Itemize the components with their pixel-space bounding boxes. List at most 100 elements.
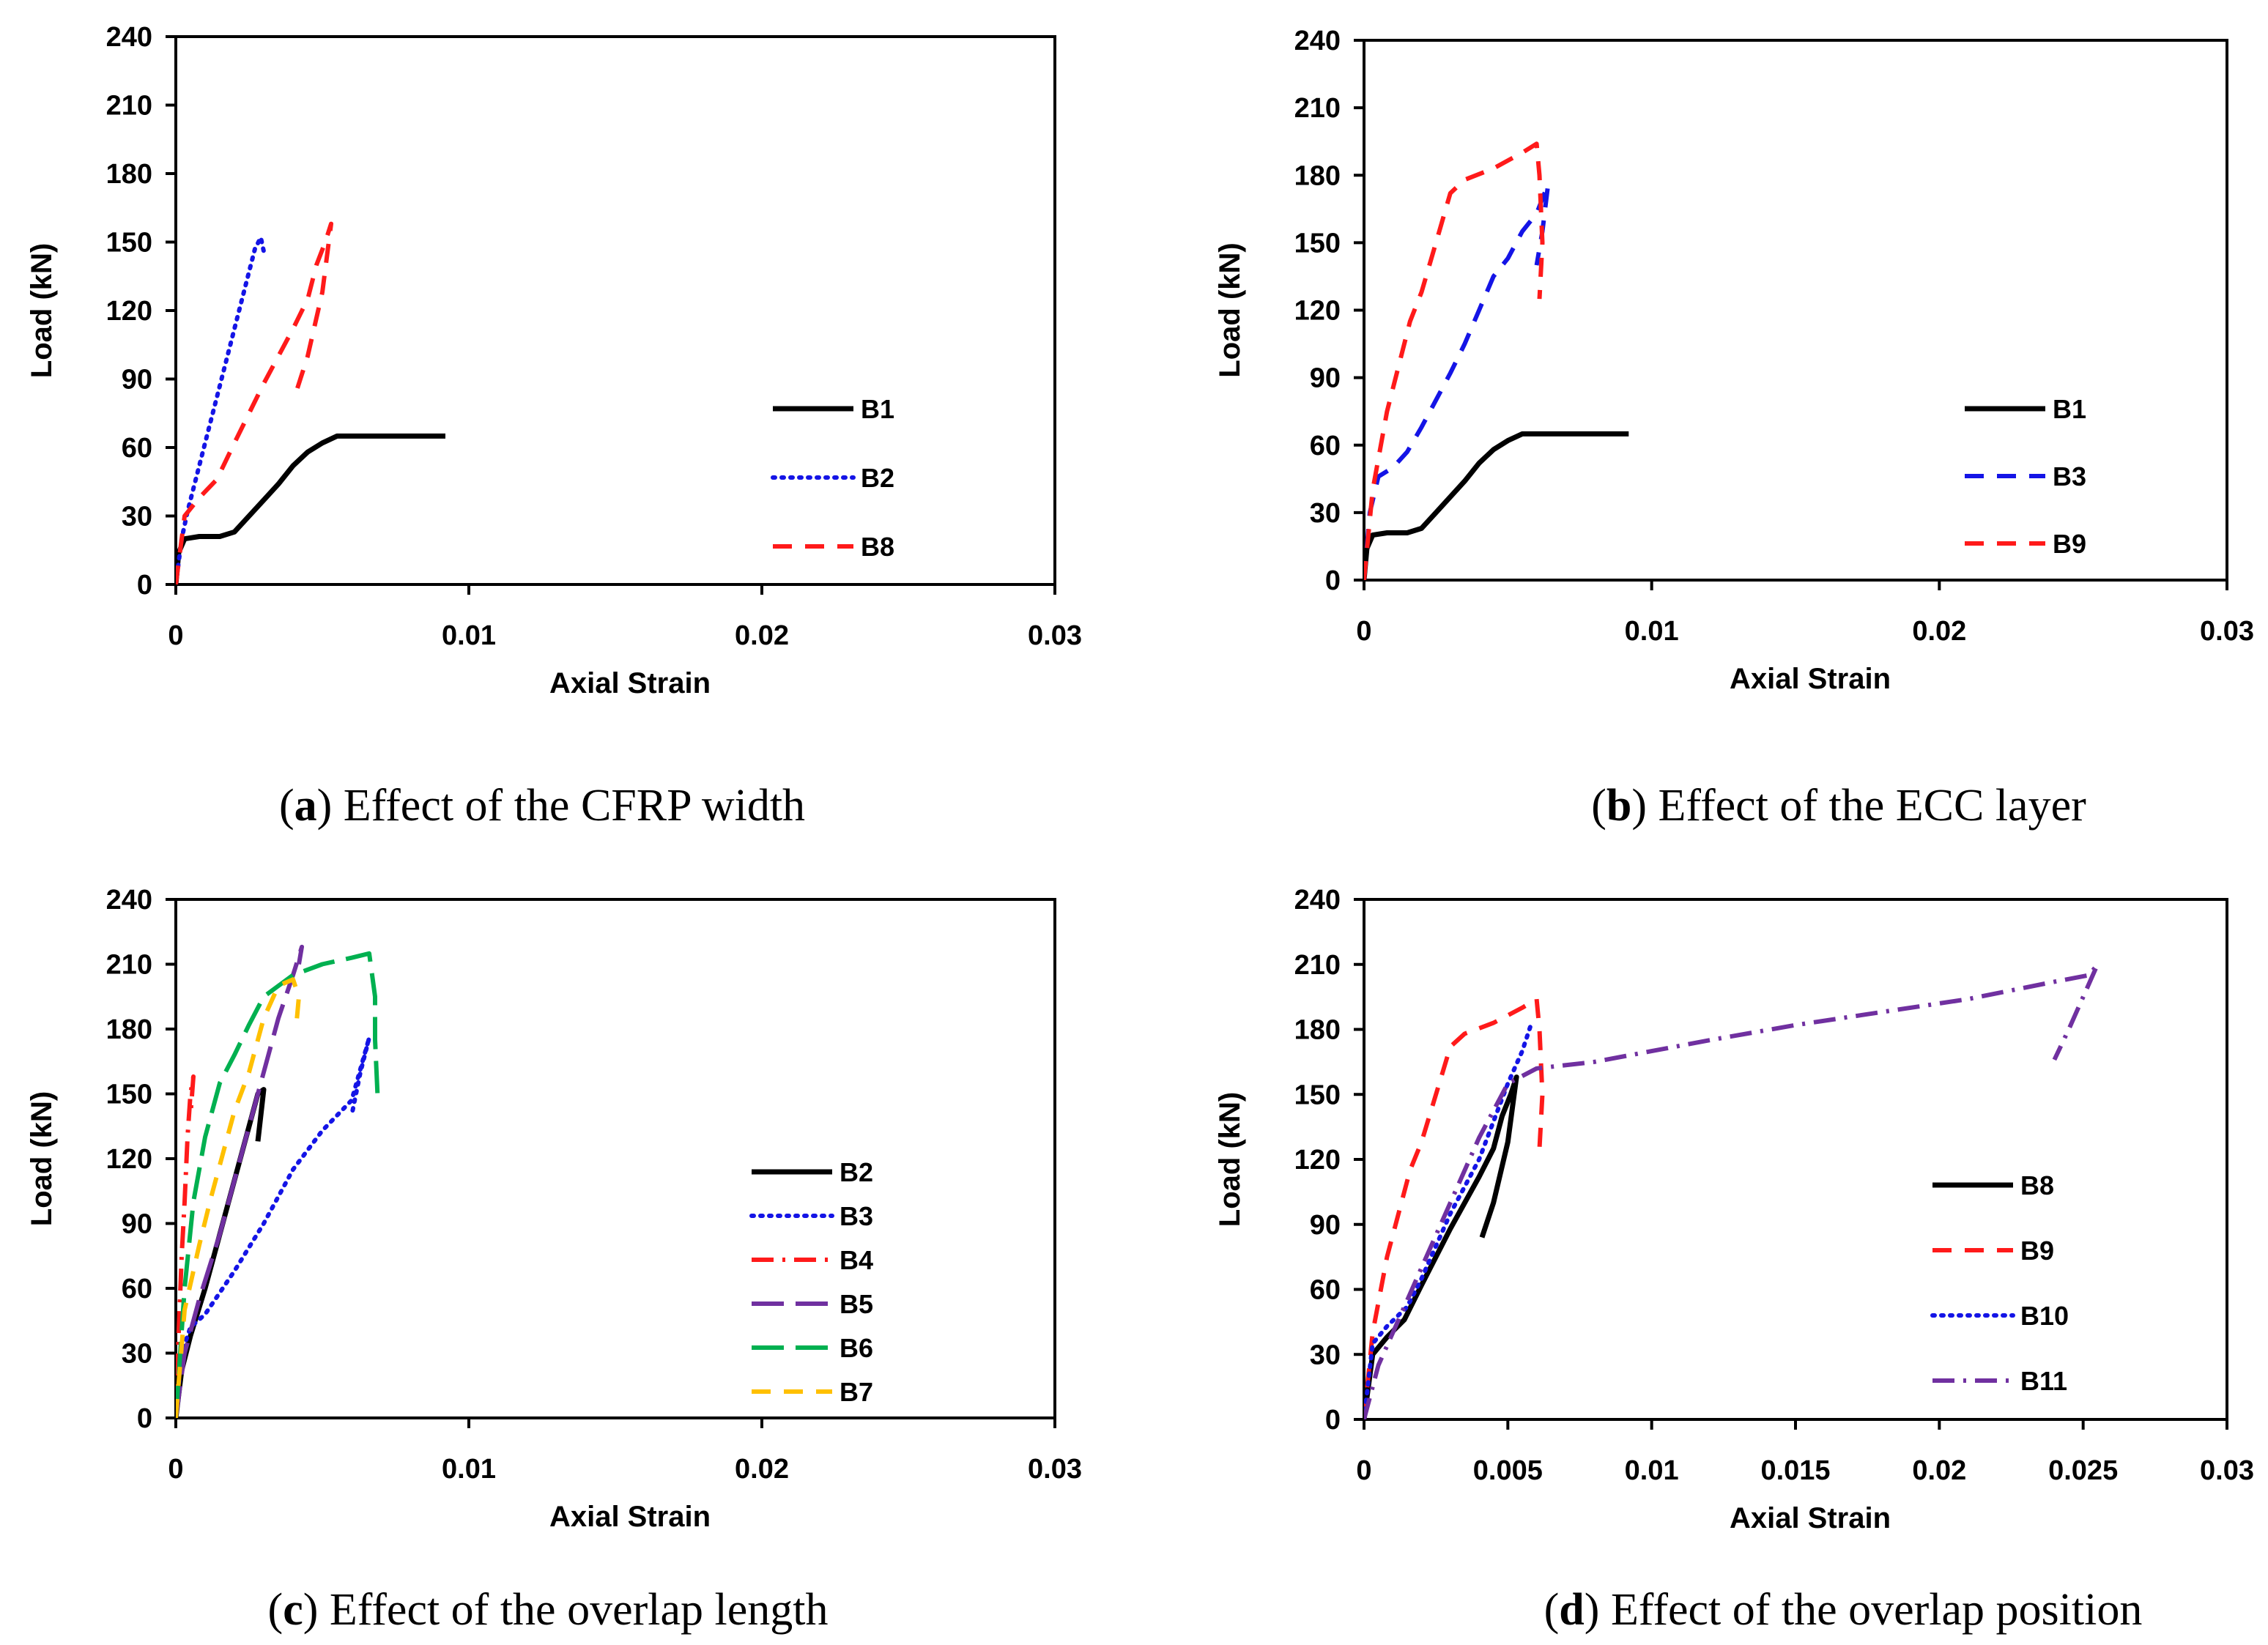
y-tick-label: 0 — [1325, 565, 1341, 596]
x-tick-label: 0.01 — [442, 1454, 496, 1485]
legend-label-b5: B5 — [840, 1289, 873, 1319]
legend-label-b3: B3 — [2053, 461, 2086, 491]
x-tick-label: 0.01 — [442, 620, 496, 651]
x-tick-label: 0 — [1356, 616, 1371, 647]
panel-d: 0 30 60 90 120 150 180 210 240 0 0.005 0.01 0.015 0.0… — [1214, 885, 2254, 1635]
y-tick-label: 210 — [106, 950, 152, 981]
y-tick-label: 240 — [1294, 26, 1341, 56]
legend-label-b1: B1 — [2053, 394, 2086, 424]
series-line-b8 — [1364, 1074, 1519, 1419]
series-group — [176, 221, 445, 584]
y-tick-label: 0 — [137, 1403, 152, 1434]
y-axis-title: Load (kN) — [1214, 242, 1246, 377]
x-tick-label: 0 — [168, 620, 183, 651]
x-tick-label: 0.03 — [2200, 616, 2254, 647]
y-tick-label: 180 — [106, 159, 152, 190]
y-tick-label: 30 — [122, 502, 152, 532]
y-tick-label: 120 — [106, 296, 152, 327]
y-tick-label: 0 — [137, 570, 152, 601]
panel-caption: (c) Effect of the overlap length — [268, 1585, 829, 1635]
legend-label-b8: B8 — [2020, 1170, 2054, 1200]
caption-body: Effect of the overlap position — [1611, 1585, 2142, 1635]
caption-paren-open: ( — [1544, 1585, 1560, 1635]
series-line-b7 — [176, 977, 301, 1418]
y-tick-label: 210 — [106, 91, 152, 122]
y-tick-label: 210 — [1294, 93, 1341, 124]
series-group — [1364, 141, 1629, 580]
y-tick-label: 90 — [122, 1209, 152, 1240]
y-axis-title: Load (kN) — [26, 1091, 58, 1226]
x-tick-label: 0.02 — [1912, 616, 1966, 647]
x-axis-title: Axial Strain — [1730, 1502, 1891, 1534]
y-tick-label: 60 — [1310, 431, 1341, 461]
x-tick-label: 0.02 — [1912, 1455, 1966, 1486]
x-tick-label: 0.02 — [735, 620, 789, 651]
x-tick-label: 0.03 — [1028, 1454, 1082, 1485]
panel-caption: (a) Effect of the CFRP width — [279, 781, 805, 831]
x-tick-label: 0.03 — [1028, 620, 1082, 651]
y-tick-label: 90 — [122, 365, 152, 396]
y-axis-title: Load (kN) — [26, 243, 58, 378]
series-line-b9 — [1364, 997, 1545, 1419]
series-line-b2 — [176, 1087, 267, 1418]
y-tick-label: 180 — [1294, 1015, 1341, 1046]
x-tick-label: 0.01 — [1625, 1455, 1679, 1486]
y-tick-label: 150 — [106, 1080, 152, 1110]
caption-letter: d — [1559, 1585, 1584, 1635]
y-tick-label: 120 — [1294, 296, 1341, 327]
caption-paren-open: ( — [279, 781, 294, 831]
y-tick-label: 240 — [106, 22, 152, 53]
legend-label-b3: B3 — [840, 1201, 873, 1231]
caption-letter: a — [294, 781, 317, 831]
y-tick-label: 90 — [1310, 1210, 1341, 1241]
x-axis-title: Axial Strain — [549, 667, 711, 699]
y-tick-label: 120 — [106, 1144, 152, 1175]
plot-frame — [174, 898, 1056, 1419]
y-tick-label: 30 — [122, 1339, 152, 1370]
caption-body: Effect of the CFRP width — [344, 781, 805, 831]
caption-body: Effect of the overlap length — [330, 1585, 829, 1635]
series-line-b3 — [1364, 182, 1551, 580]
caption-letter: c — [283, 1585, 303, 1635]
y-tick-label: 150 — [1294, 1080, 1341, 1110]
plot-frame — [1363, 898, 2228, 1421]
legend-label-b11: B11 — [2020, 1366, 2067, 1396]
legend-label-b2: B2 — [840, 1157, 873, 1187]
series-line-b8 — [176, 221, 333, 584]
y-tick-label: 60 — [1310, 1275, 1341, 1306]
legend-label-b4: B4 — [840, 1245, 873, 1275]
panel-caption: (b) Effect of the ECC layer — [1591, 781, 2086, 831]
y-axis-title: Load (kN) — [1214, 1092, 1246, 1227]
series-line-b5 — [176, 944, 304, 1418]
x-tick-label: 0 — [1356, 1455, 1371, 1486]
panel-a: 0 30 60 90 120 150 180 210 240 0 0.01 0.02 0.03 Axial… — [26, 22, 1082, 831]
series-line-b6 — [176, 951, 380, 1418]
panel-caption: (d) Effect of the overlap position — [1544, 1585, 2143, 1635]
panel-c: 0 30 60 90 120 150 180 210 240 0 0.01 0.02 0.03 Axial… — [26, 885, 1082, 1635]
panel-b: 0 30 60 90 120 150 180 210 240 0 0.01 0.02 0.03 Axial… — [1214, 26, 2254, 831]
x-axis-title: Axial Strain — [1730, 663, 1891, 695]
y-tick-label: 30 — [1310, 1340, 1341, 1370]
caption-paren-close: ) — [1631, 781, 1658, 831]
caption-paren-close: ) — [317, 781, 344, 831]
legend-label-b9: B9 — [2020, 1236, 2054, 1266]
y-tick-label: 30 — [1310, 498, 1341, 529]
series-line-b1 — [176, 433, 445, 584]
y-tick-label: 180 — [106, 1014, 152, 1045]
y-tick-label: 120 — [1294, 1145, 1341, 1176]
caption-paren-open: ( — [1591, 781, 1606, 831]
x-tick-label: 0.005 — [1473, 1455, 1543, 1486]
x-tick-label: 0.02 — [735, 1454, 789, 1485]
y-tick-label: 180 — [1294, 160, 1341, 191]
y-tick-label: 90 — [1310, 363, 1341, 394]
legend-label-b1: B1 — [861, 394, 894, 424]
y-tick-label: 60 — [122, 433, 152, 464]
caption-paren-open: ( — [268, 1585, 284, 1635]
x-tick-label: 0.03 — [2200, 1455, 2254, 1486]
x-axis-title: Axial Strain — [549, 1501, 711, 1533]
caption-paren-close: ) — [303, 1585, 330, 1635]
caption-body: Effect of the ECC layer — [1659, 781, 2087, 831]
series-line-b10 — [1364, 1022, 1533, 1419]
plot-frame — [174, 35, 1056, 586]
